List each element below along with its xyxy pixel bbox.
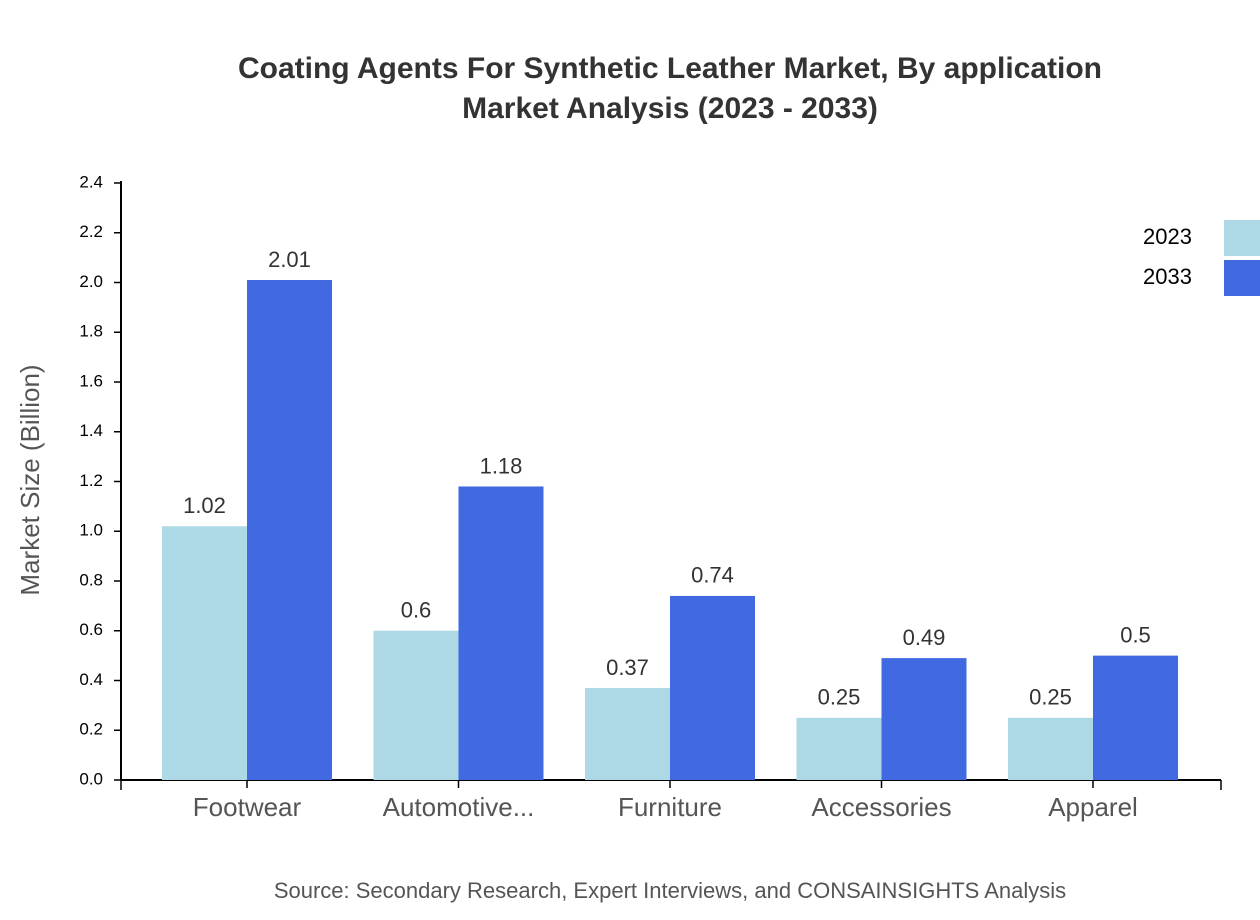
y-tick-label: 1.0 [79,521,103,540]
y-tick-label: 1.8 [79,322,103,341]
x-tick-label: Furniture [618,792,722,822]
bar [796,717,882,780]
data-label: 0.25 [818,685,861,710]
y-axis-label: Market Size (Billion) [15,364,45,595]
legend-swatch [1224,260,1260,296]
chart-title: Coating Agents For Synthetic Leather Mar… [238,52,1102,85]
data-label: 0.74 [691,563,734,588]
x-tick-label: Footwear [193,792,302,822]
bar [585,687,670,780]
bar [670,595,755,780]
x-tick-label: Apparel [1048,792,1138,822]
data-label: 0.5 [1120,622,1151,647]
y-tick-label: 1.6 [79,371,103,390]
y-tick-label: 2.4 [79,172,103,191]
y-tick-label: 0.6 [79,620,103,639]
legend-label: 2023 [1143,224,1192,249]
y-tick-label: 0.8 [79,570,103,589]
y-tick-label: 0.4 [79,670,103,689]
data-label: 0.37 [606,655,649,680]
legend-swatch [1224,220,1260,256]
legend-label: 2033 [1143,264,1192,289]
data-label: 0.49 [903,625,946,650]
y-tick-label: 1.2 [79,471,103,490]
source-note: Source: Secondary Research, Expert Inter… [274,878,1066,903]
y-tick-label: 2.0 [79,272,103,291]
x-tick-label: Automotive... [383,792,535,822]
bar [1093,655,1178,780]
x-tick-label: Accessories [811,792,951,822]
data-label: 0.25 [1029,685,1072,710]
data-label: 2.01 [268,247,311,272]
data-label: 0.6 [401,598,432,623]
y-tick-label: 2.2 [79,222,103,241]
bar [458,486,544,780]
bar [373,630,459,780]
bar [881,658,967,780]
chart-title: Market Analysis (2023 - 2033) [462,92,878,125]
y-tick-label: 1.4 [79,421,103,440]
data-label: 1.02 [183,493,226,518]
data-label: 1.18 [480,453,523,478]
bar [162,526,247,780]
bar [247,280,332,780]
y-tick-label: 0.2 [79,720,103,739]
y-tick-label: 0.0 [79,769,103,788]
bar [1008,717,1093,780]
